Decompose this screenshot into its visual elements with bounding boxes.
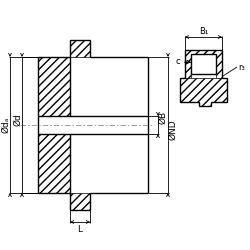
Text: L: L (78, 226, 82, 234)
Text: Ødₐ: Ødₐ (2, 117, 11, 133)
Text: c: c (176, 58, 180, 66)
Text: Ød: Ød (14, 114, 22, 126)
Polygon shape (185, 50, 222, 78)
Text: B₁: B₁ (199, 26, 208, 36)
Polygon shape (180, 78, 227, 106)
Text: ØND: ØND (168, 120, 177, 140)
Polygon shape (38, 40, 90, 116)
Text: ØB: ØB (158, 110, 168, 124)
Text: r₃: r₃ (238, 62, 245, 72)
Polygon shape (38, 134, 90, 210)
